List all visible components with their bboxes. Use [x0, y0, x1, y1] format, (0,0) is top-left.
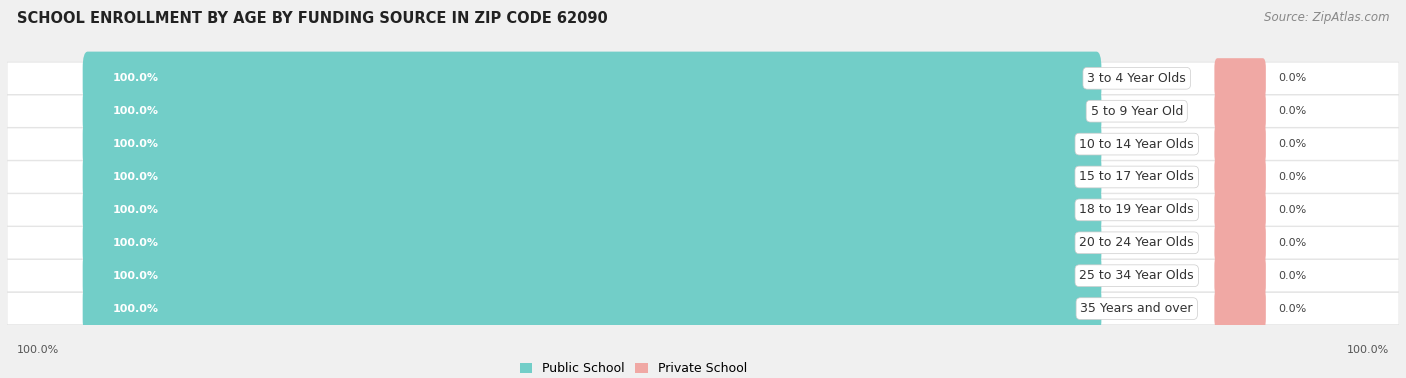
Text: 10 to 14 Year Olds: 10 to 14 Year Olds [1080, 138, 1194, 150]
FancyBboxPatch shape [7, 194, 1399, 226]
Text: 100.0%: 100.0% [112, 205, 159, 215]
FancyBboxPatch shape [7, 128, 1399, 160]
Text: 0.0%: 0.0% [1278, 304, 1306, 314]
Text: 100.0%: 100.0% [112, 304, 159, 314]
Text: 100.0%: 100.0% [112, 238, 159, 248]
Text: 0.0%: 0.0% [1278, 238, 1306, 248]
Text: 25 to 34 Year Olds: 25 to 34 Year Olds [1080, 269, 1194, 282]
Text: 0.0%: 0.0% [1278, 73, 1306, 83]
FancyBboxPatch shape [1215, 256, 1265, 296]
FancyBboxPatch shape [1215, 124, 1265, 164]
FancyBboxPatch shape [1215, 91, 1265, 131]
Legend: Public School, Private School: Public School, Private School [515, 357, 752, 378]
Text: 18 to 19 Year Olds: 18 to 19 Year Olds [1080, 203, 1194, 216]
FancyBboxPatch shape [83, 85, 1101, 138]
Text: 100.0%: 100.0% [112, 172, 159, 182]
Text: 0.0%: 0.0% [1278, 106, 1306, 116]
Text: 100.0%: 100.0% [112, 271, 159, 281]
Text: 0.0%: 0.0% [1278, 271, 1306, 281]
Text: 100.0%: 100.0% [17, 345, 59, 355]
FancyBboxPatch shape [83, 282, 1101, 335]
FancyBboxPatch shape [1215, 223, 1265, 263]
Text: 0.0%: 0.0% [1278, 139, 1306, 149]
FancyBboxPatch shape [1215, 157, 1265, 197]
FancyBboxPatch shape [83, 249, 1101, 302]
Text: 35 Years and over: 35 Years and over [1080, 302, 1192, 315]
FancyBboxPatch shape [7, 62, 1399, 94]
FancyBboxPatch shape [7, 95, 1399, 127]
FancyBboxPatch shape [83, 150, 1101, 204]
FancyBboxPatch shape [7, 260, 1399, 292]
FancyBboxPatch shape [7, 293, 1399, 325]
FancyBboxPatch shape [1215, 58, 1265, 98]
FancyBboxPatch shape [83, 52, 1101, 105]
Text: 5 to 9 Year Old: 5 to 9 Year Old [1091, 105, 1182, 118]
Text: 15 to 17 Year Olds: 15 to 17 Year Olds [1080, 170, 1194, 183]
FancyBboxPatch shape [1215, 190, 1265, 230]
Text: 0.0%: 0.0% [1278, 205, 1306, 215]
FancyBboxPatch shape [83, 216, 1101, 270]
Text: 100.0%: 100.0% [1347, 345, 1389, 355]
Text: 100.0%: 100.0% [112, 73, 159, 83]
FancyBboxPatch shape [83, 183, 1101, 237]
Text: 100.0%: 100.0% [112, 139, 159, 149]
Text: 3 to 4 Year Olds: 3 to 4 Year Olds [1087, 72, 1187, 85]
FancyBboxPatch shape [1215, 288, 1265, 329]
FancyBboxPatch shape [83, 118, 1101, 171]
Text: 0.0%: 0.0% [1278, 172, 1306, 182]
FancyBboxPatch shape [7, 227, 1399, 259]
Text: 20 to 24 Year Olds: 20 to 24 Year Olds [1080, 236, 1194, 249]
Text: Source: ZipAtlas.com: Source: ZipAtlas.com [1264, 11, 1389, 24]
FancyBboxPatch shape [7, 161, 1399, 193]
Text: 100.0%: 100.0% [112, 106, 159, 116]
Text: SCHOOL ENROLLMENT BY AGE BY FUNDING SOURCE IN ZIP CODE 62090: SCHOOL ENROLLMENT BY AGE BY FUNDING SOUR… [17, 11, 607, 26]
